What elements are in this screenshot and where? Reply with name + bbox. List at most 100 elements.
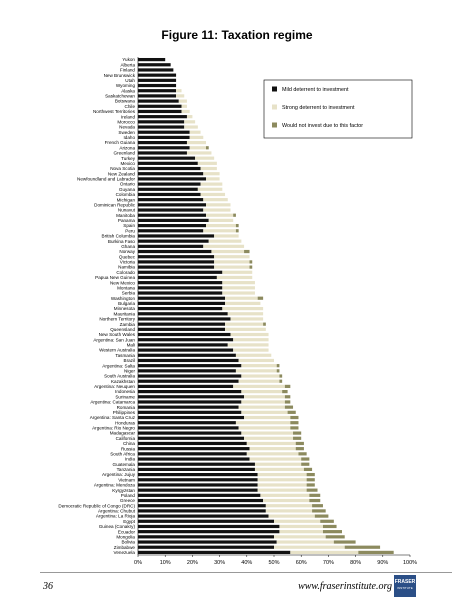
bar-segment bbox=[138, 550, 291, 555]
bar-segment bbox=[206, 146, 209, 150]
bar-segment bbox=[138, 125, 185, 129]
bar-segment bbox=[176, 89, 182, 93]
category-label: Argentina: Mendoza bbox=[94, 483, 136, 488]
bar-segment bbox=[138, 218, 209, 223]
page-number: 36 bbox=[43, 581, 53, 592]
category-label: Mauritania bbox=[114, 311, 136, 316]
bar-segment bbox=[233, 384, 285, 389]
category-label: Philippines bbox=[113, 410, 136, 415]
bar-segment bbox=[138, 73, 177, 77]
bar-segment bbox=[238, 379, 280, 383]
bar-segment bbox=[138, 498, 264, 503]
bar-segment bbox=[257, 483, 307, 487]
bar-segment bbox=[238, 426, 291, 430]
bar-segment bbox=[186, 115, 193, 119]
bar-segment bbox=[241, 364, 277, 368]
x-tick-label: 30% bbox=[214, 560, 225, 566]
category-label: Serbia bbox=[122, 291, 136, 296]
x-tick-label: 100% bbox=[403, 560, 417, 566]
bar-segment bbox=[138, 441, 247, 446]
category-label: Guatemala bbox=[113, 462, 136, 467]
bar-segment bbox=[211, 249, 245, 254]
bar-segment bbox=[138, 332, 231, 337]
category-label: Honduras bbox=[115, 420, 136, 425]
category-label: Guinea (Conakry) bbox=[99, 524, 136, 529]
bar-segment bbox=[358, 550, 394, 555]
bar-segment bbox=[203, 172, 220, 176]
bar-segment bbox=[230, 317, 264, 321]
bar-segment bbox=[138, 68, 174, 72]
bar-segment bbox=[263, 498, 310, 503]
bar-segment bbox=[138, 166, 201, 171]
website-link[interactable]: www.fraserinstitute.org bbox=[298, 581, 392, 592]
bar-segment bbox=[244, 395, 285, 399]
bar-segment bbox=[233, 213, 236, 217]
bar-segment bbox=[138, 249, 212, 254]
bar-segment bbox=[306, 478, 315, 482]
bar-segment bbox=[279, 379, 283, 383]
bar-segment bbox=[279, 524, 323, 529]
category-label: Egypt bbox=[123, 519, 135, 524]
bar-segment bbox=[138, 296, 226, 300]
category-label: Montana bbox=[117, 285, 135, 290]
category-label: Argentina: Jujuy bbox=[102, 472, 136, 477]
bar-segment bbox=[322, 524, 337, 529]
bar-segment bbox=[241, 374, 280, 378]
bar-segment bbox=[138, 234, 215, 238]
x-tick-label: 70% bbox=[323, 560, 334, 566]
bar-segment bbox=[138, 161, 198, 165]
bar-segment bbox=[138, 483, 258, 487]
logo-text: FRASER bbox=[394, 579, 416, 585]
bar-segment bbox=[230, 332, 269, 337]
bar-segment bbox=[225, 322, 264, 326]
bar-segment bbox=[263, 322, 266, 326]
category-label: Ireland bbox=[121, 114, 135, 119]
x-tick-label: 0% bbox=[134, 560, 142, 566]
bar-segment bbox=[249, 447, 296, 451]
category-label: Democratic Republic of Congo (DRC) bbox=[58, 503, 135, 508]
bar-segment bbox=[138, 89, 177, 93]
bar-segment bbox=[208, 218, 234, 223]
category-label: Tanzania bbox=[117, 467, 136, 472]
category-label: Nova Scotia bbox=[110, 166, 135, 171]
category-label: Chile bbox=[125, 104, 136, 109]
bar-segment bbox=[214, 234, 239, 238]
category-label: Argentina: San Juan bbox=[93, 337, 135, 342]
bar-segment bbox=[225, 327, 266, 331]
category-label: Saskatchewan bbox=[105, 94, 135, 99]
bar-segment bbox=[138, 524, 280, 529]
bar-segment bbox=[138, 99, 179, 103]
bar-segment bbox=[203, 198, 228, 202]
bar-segment bbox=[138, 447, 250, 451]
bar-segment bbox=[222, 270, 253, 274]
category-label: China bbox=[123, 441, 135, 446]
bar-segment bbox=[138, 156, 196, 160]
bar-segment bbox=[138, 203, 206, 207]
bar-segment bbox=[138, 457, 250, 461]
category-label: Colombia bbox=[116, 192, 136, 197]
bar-segment bbox=[214, 255, 250, 259]
category-label: New South Wales bbox=[99, 332, 136, 337]
category-label: Turkey bbox=[121, 156, 136, 161]
x-tick-label: 60% bbox=[296, 560, 307, 566]
bar-segment bbox=[138, 140, 187, 145]
logo-subtext: INSTITUTE bbox=[397, 586, 413, 590]
bar-segment bbox=[249, 457, 302, 461]
bar-segment bbox=[265, 504, 313, 508]
bar-segment bbox=[138, 327, 226, 331]
bar-segment bbox=[241, 400, 285, 404]
bar-segment bbox=[254, 467, 304, 472]
category-label: New Mexico bbox=[110, 280, 135, 285]
bar-segment bbox=[138, 146, 190, 150]
bar-segment bbox=[208, 239, 242, 243]
category-label: Botswana bbox=[115, 99, 136, 104]
bar-segment bbox=[184, 120, 196, 124]
category-label: Northern Territory bbox=[99, 317, 135, 322]
category-label: Nevada bbox=[119, 125, 135, 130]
bar-segment bbox=[265, 509, 313, 513]
bar-segment bbox=[290, 421, 299, 425]
bar-segment bbox=[138, 172, 204, 176]
x-tick-label: 10% bbox=[160, 560, 171, 566]
bar-segment bbox=[138, 322, 226, 326]
bar-segment bbox=[260, 493, 310, 497]
